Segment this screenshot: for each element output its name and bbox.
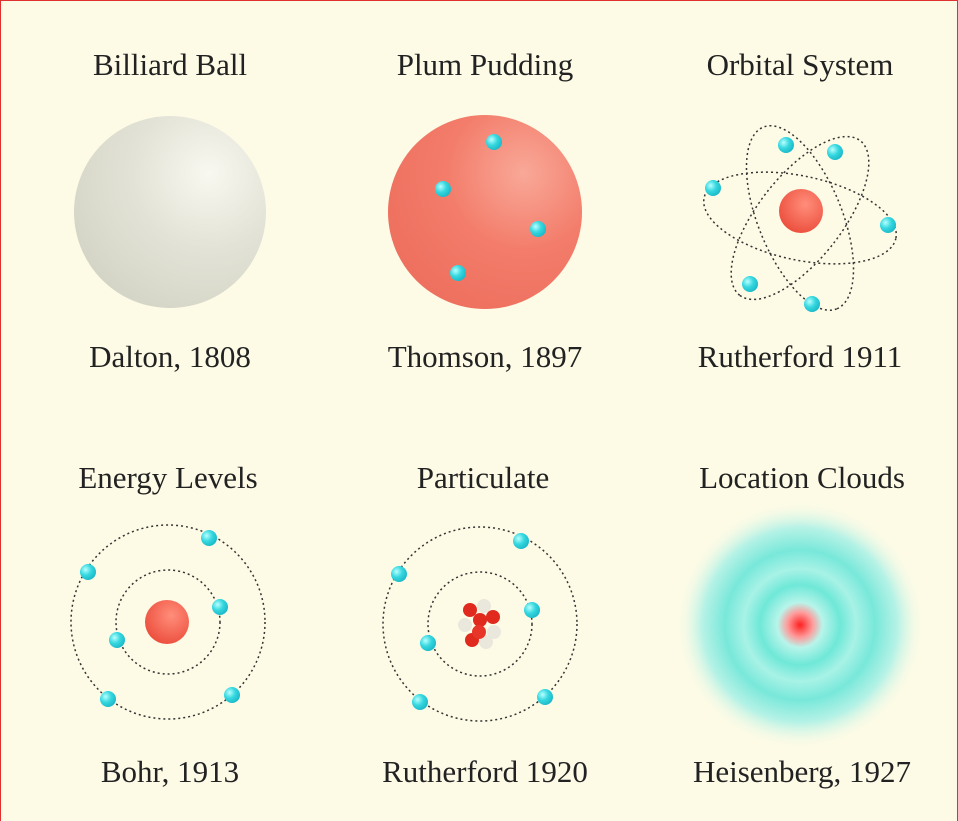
panel-title: Plum Pudding [397, 47, 574, 82]
plum-pudding [388, 115, 582, 309]
panel-title: Location Clouds [699, 460, 905, 495]
panel-title: Energy Levels [78, 460, 257, 495]
billiard-ball [74, 116, 266, 308]
panel-caption: Thomson, 1897 [388, 339, 583, 374]
panel-caption: Bohr, 1913 [101, 754, 239, 789]
panel-caption: Rutherford 1920 [382, 754, 588, 789]
panel-title: Particulate [417, 460, 550, 495]
location-clouds [675, 500, 925, 750]
panel-caption: Heisenberg, 1927 [693, 754, 911, 789]
panel-title: Orbital System [707, 47, 894, 82]
panel-title: Billiard Ball [93, 47, 247, 82]
atomic-models: Billiard Ball Plum Pudding Orbital Syste… [0, 0, 958, 821]
panel-caption: Rutherford 1911 [698, 339, 903, 374]
panel-caption: Dalton, 1808 [89, 339, 251, 374]
